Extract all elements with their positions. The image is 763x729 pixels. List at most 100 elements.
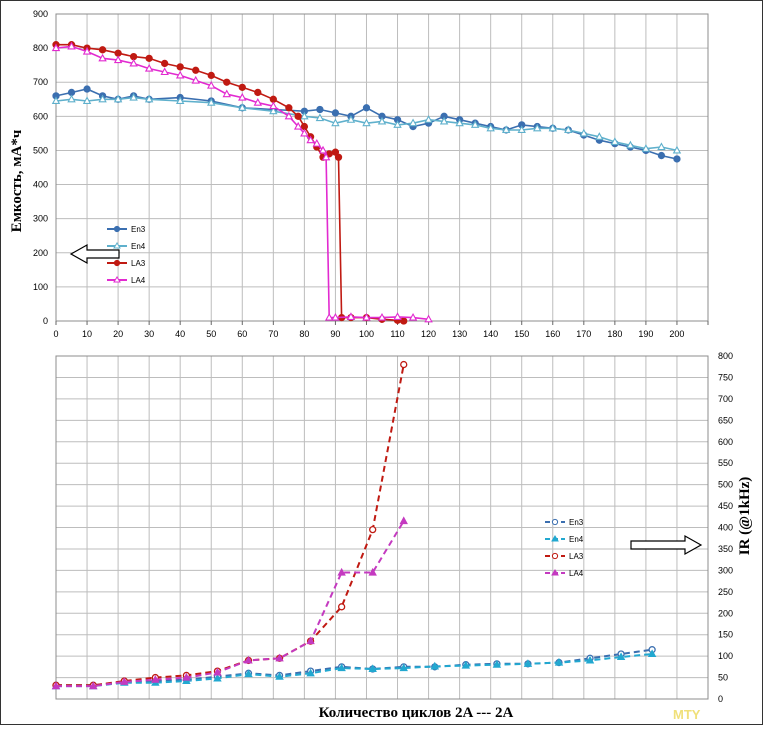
x-tick-label: 30 (144, 329, 154, 339)
data-point (318, 145, 328, 154)
y-axis-title-capacity: Емкость, мА*ч (9, 129, 25, 232)
watermark: MTY (673, 707, 701, 722)
data-point (306, 668, 315, 677)
y-tick-label: 100 (718, 651, 733, 661)
data-point (51, 681, 61, 690)
y-axis-title-ir: IR (@1kHz) (737, 477, 753, 556)
data-point (337, 663, 346, 672)
y-tick-label: 700 (718, 394, 733, 404)
data-point (98, 53, 107, 62)
data-point (284, 111, 294, 120)
data-point (129, 52, 138, 61)
data-point (533, 123, 542, 132)
x-tick-label: 120 (421, 329, 436, 339)
data-point (294, 112, 302, 120)
data-point (293, 121, 303, 130)
data-point (269, 95, 277, 103)
x-tick-label: 130 (452, 329, 467, 339)
data-point (113, 94, 123, 103)
data-point (439, 116, 449, 125)
data-point (672, 145, 682, 154)
data-point (399, 516, 408, 525)
data-point (160, 67, 169, 76)
data-point (300, 122, 309, 131)
data-point (238, 83, 246, 91)
data-point (616, 652, 626, 661)
data-point (626, 140, 635, 149)
data-point (408, 312, 418, 321)
data-point (362, 118, 371, 127)
data-point (595, 132, 604, 140)
data-point (222, 89, 231, 98)
data-point (337, 567, 346, 576)
data-point (377, 312, 387, 321)
y-tick-label: 900 (33, 9, 48, 19)
data-point (113, 55, 123, 64)
y-tick-label: 150 (718, 630, 733, 640)
data-point (517, 125, 526, 134)
legend-marker (551, 535, 559, 542)
data-point (455, 118, 464, 127)
y-tick-label: 0 (43, 316, 48, 326)
x-tick-label: 140 (483, 329, 498, 339)
data-point (316, 105, 324, 114)
data-point (275, 653, 284, 662)
data-point (408, 118, 418, 127)
y-tick-label: 500 (718, 480, 733, 490)
data-point (182, 672, 191, 681)
data-point (207, 71, 215, 80)
data-point (393, 120, 402, 128)
data-point (114, 49, 122, 57)
x-tick-label: 60 (237, 329, 247, 339)
data-point (275, 672, 284, 680)
data-point (362, 312, 371, 321)
data-point (321, 152, 331, 161)
x-axis-title-cycles: Количество циклов 2A --- 2A (319, 705, 514, 721)
data-point (331, 312, 340, 321)
data-point (129, 92, 138, 101)
data-point (400, 360, 408, 369)
data-point (641, 144, 651, 152)
legend-marker (113, 225, 121, 233)
data-point (207, 98, 216, 106)
data-point (285, 104, 293, 112)
data-point (306, 135, 315, 144)
y-tick-label: 750 (718, 372, 733, 382)
y-tick-label: 400 (33, 180, 48, 190)
data-point (548, 123, 557, 132)
data-point (362, 104, 371, 112)
legend-label: En3 (569, 518, 584, 527)
data-point (554, 657, 564, 666)
data-point (145, 54, 153, 62)
data-point (315, 113, 325, 122)
data-point (368, 664, 377, 673)
data-point (306, 636, 315, 645)
x-tick-label: 0 (53, 329, 58, 339)
y-tick-label: 200 (33, 248, 48, 258)
data-point (331, 118, 340, 127)
data-point (331, 109, 340, 117)
data-point (492, 660, 502, 668)
legend-marker (113, 276, 121, 283)
x-tick-label: 160 (545, 329, 560, 339)
x-tick-label: 170 (576, 329, 591, 339)
data-point (331, 148, 340, 156)
legend-label: LA3 (569, 552, 584, 561)
data-point (213, 673, 222, 682)
data-point (400, 317, 408, 325)
data-point (192, 66, 200, 74)
x-tick-label: 70 (268, 329, 278, 339)
data-point (151, 675, 160, 683)
legend-label: LA4 (569, 569, 584, 578)
data-point (610, 137, 620, 145)
x-tick-label: 190 (638, 329, 653, 339)
data-point (300, 128, 309, 137)
series-line-la4 (55, 45, 429, 321)
data-point (176, 63, 184, 71)
legend-marker (551, 518, 559, 526)
data-point (223, 78, 231, 86)
data-point (369, 525, 377, 534)
x-tick-label: 180 (607, 329, 622, 339)
